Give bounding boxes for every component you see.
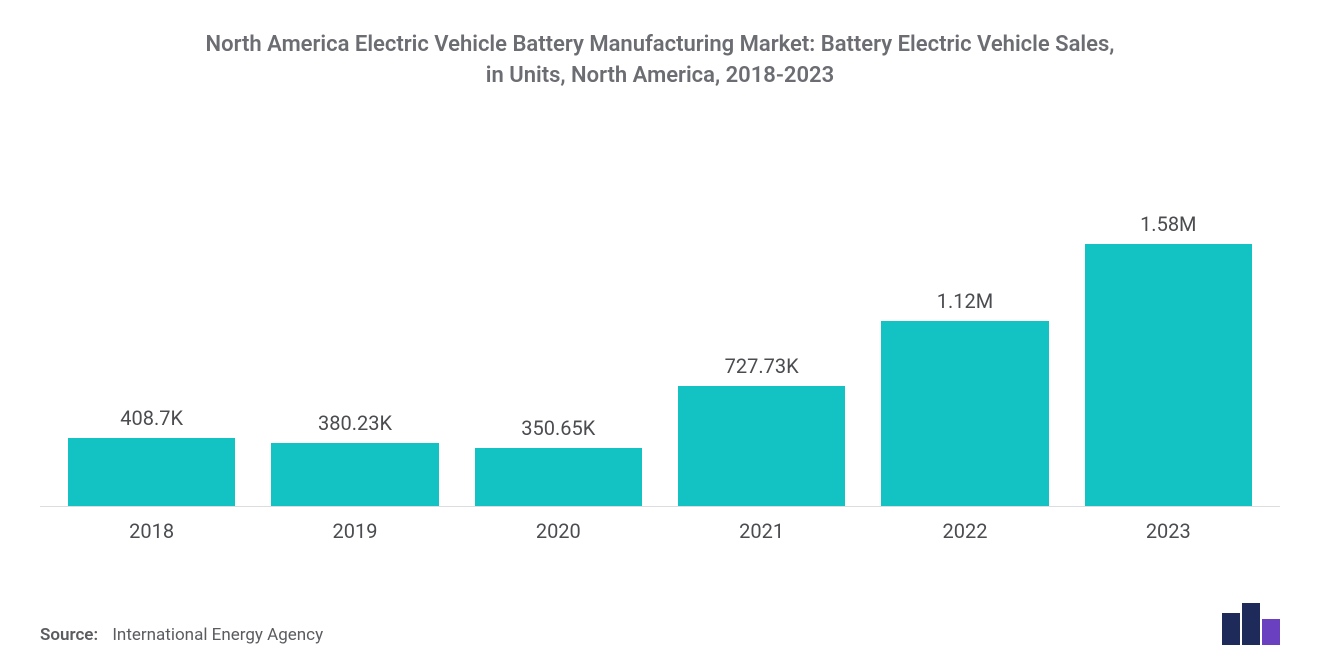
logo-bar-icon	[1262, 619, 1280, 645]
chart-container: North America Electric Vehicle Battery M…	[0, 0, 1320, 665]
bar-slot: 408.7K	[50, 162, 253, 506]
bar	[1085, 244, 1252, 506]
bar	[68, 438, 235, 506]
bar	[475, 448, 642, 506]
bar-slot: 727.73K	[660, 162, 863, 506]
logo-bar-icon	[1222, 613, 1240, 645]
bar-slot: 1.12M	[863, 162, 1066, 506]
bar-value-label: 1.12M	[937, 289, 993, 313]
x-axis-label: 2023	[1067, 519, 1270, 543]
chart-footer: Source: International Energy Agency	[40, 603, 1280, 645]
x-axis-label: 2018	[50, 519, 253, 543]
x-axis-label: 2020	[457, 519, 660, 543]
x-axis-label: 2021	[660, 519, 863, 543]
chart-title-line2: in Units, North America, 2018-2023	[40, 61, 1280, 92]
bar-value-label: 727.73K	[725, 354, 799, 378]
chart-title-block: North America Electric Vehicle Battery M…	[40, 30, 1280, 92]
x-axis-label: 2019	[253, 519, 456, 543]
bar-slot: 350.65K	[457, 162, 660, 506]
x-axis: 2018 2019 2020 2021 2022 2023	[40, 507, 1280, 543]
chart-title-line1: North America Electric Vehicle Battery M…	[40, 30, 1280, 61]
logo-bar-icon	[1242, 603, 1260, 645]
bar-value-label: 350.65K	[521, 416, 595, 440]
bar-slot: 1.58M	[1067, 162, 1270, 506]
x-axis-label: 2022	[863, 519, 1066, 543]
source-text: International Energy Agency	[112, 625, 323, 645]
bar-slot: 380.23K	[253, 162, 456, 506]
plot-area: 408.7K 380.23K 350.65K 727.73K 1.12M 1.5…	[40, 162, 1280, 507]
bar	[678, 386, 845, 506]
brand-logo	[1222, 603, 1280, 645]
bar-value-label: 380.23K	[318, 411, 392, 435]
source-prefix: Source:	[40, 625, 98, 645]
bar	[881, 321, 1048, 506]
bar	[271, 443, 438, 506]
source-line: Source: International Energy Agency	[40, 625, 323, 645]
bar-value-label: 1.58M	[1140, 212, 1196, 236]
bar-value-label: 408.7K	[120, 406, 183, 430]
